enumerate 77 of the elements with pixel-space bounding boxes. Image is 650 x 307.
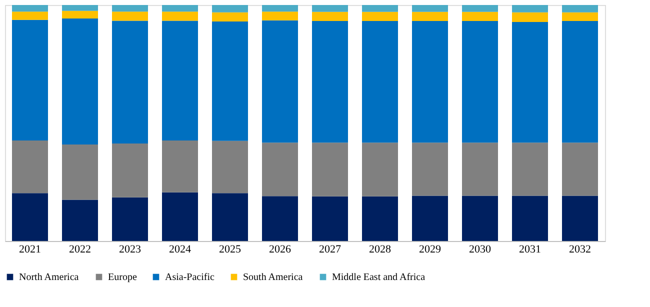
bar xyxy=(212,12,248,22)
bar xyxy=(262,5,298,12)
x-tick-label: 2023 xyxy=(119,244,142,256)
x-tick-label: 2032 xyxy=(569,244,591,256)
legend-label: South America xyxy=(243,272,304,283)
bar xyxy=(412,142,448,196)
x-tick-label: 2029 xyxy=(419,244,442,256)
bar xyxy=(112,144,148,198)
bar xyxy=(562,12,598,22)
bar xyxy=(212,193,248,241)
bar xyxy=(112,12,148,21)
bar xyxy=(112,5,148,12)
bar xyxy=(412,21,448,143)
bar xyxy=(462,21,498,143)
bar xyxy=(12,193,48,241)
bar xyxy=(462,196,498,241)
bar xyxy=(112,20,148,144)
legend-label: Europe xyxy=(108,272,138,283)
bar xyxy=(362,5,398,12)
bar xyxy=(562,21,598,143)
bar xyxy=(212,22,248,141)
x-tick-label: 2021 xyxy=(19,244,41,256)
bar xyxy=(362,196,398,241)
bar xyxy=(162,5,198,12)
bar xyxy=(312,5,348,12)
bar xyxy=(212,5,248,12)
bar xyxy=(462,5,498,12)
bar xyxy=(562,5,598,12)
x-tick-label: 2031 xyxy=(519,244,541,256)
bar xyxy=(412,196,448,241)
bar xyxy=(512,142,548,196)
bar xyxy=(62,18,98,144)
bar xyxy=(462,142,498,196)
bar xyxy=(12,140,48,194)
legend-label: Asia-Pacific xyxy=(165,272,215,283)
x-tick-label: 2026 xyxy=(269,244,292,256)
bar xyxy=(312,142,348,196)
bar xyxy=(512,5,548,12)
bar xyxy=(212,140,248,194)
bar xyxy=(162,20,198,140)
bar xyxy=(362,21,398,143)
bar xyxy=(512,22,548,143)
bar xyxy=(362,12,398,22)
bar xyxy=(512,196,548,241)
bar xyxy=(312,21,348,143)
bar xyxy=(12,20,48,140)
bar xyxy=(62,10,98,18)
bar xyxy=(562,142,598,196)
bar xyxy=(62,5,98,11)
bar xyxy=(362,142,398,196)
bar xyxy=(162,192,198,241)
bar xyxy=(162,140,198,192)
bar xyxy=(512,12,548,22)
bar xyxy=(312,12,348,22)
x-tick-label: 2027 xyxy=(319,244,342,256)
legend-label: North America xyxy=(19,272,80,283)
bar xyxy=(462,12,498,22)
legend-label: Middle East and Africa xyxy=(332,272,426,283)
x-tick-label: 2024 xyxy=(169,244,192,256)
bar xyxy=(62,144,98,200)
bar xyxy=(562,196,598,241)
bar xyxy=(412,5,448,12)
bar xyxy=(412,12,448,22)
bar xyxy=(262,142,298,196)
bar xyxy=(262,196,298,241)
bar xyxy=(112,197,148,241)
x-tick-label: 2025 xyxy=(219,244,242,256)
bar xyxy=(162,12,198,21)
bar xyxy=(312,196,348,241)
bar xyxy=(12,5,48,12)
x-tick-label: 2028 xyxy=(369,244,392,256)
x-tick-label: 2030 xyxy=(469,244,492,256)
bar xyxy=(262,20,298,143)
bar xyxy=(62,200,98,241)
x-tick-label: 2022 xyxy=(69,244,91,256)
bar xyxy=(12,12,48,20)
bar xyxy=(262,12,298,20)
